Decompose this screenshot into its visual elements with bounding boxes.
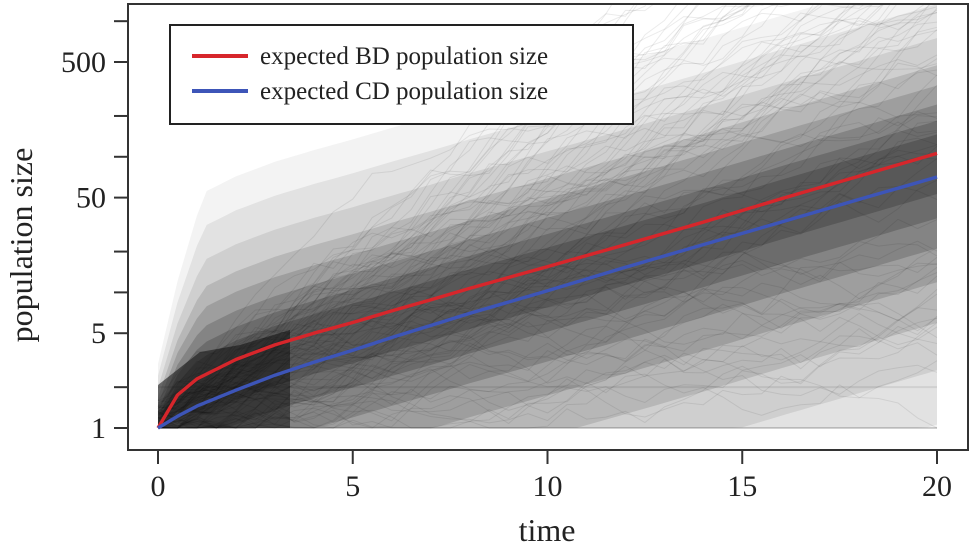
trajectory-86 xyxy=(157,5,855,415)
trajectory-85 xyxy=(158,186,938,429)
trajectory-78 xyxy=(157,179,938,429)
trajectory-38 xyxy=(157,326,938,429)
trajectory-47 xyxy=(158,60,938,429)
trajectory-33 xyxy=(157,74,938,428)
trajectory-53 xyxy=(157,69,938,415)
y-axis-title: population size xyxy=(3,148,39,343)
trajectory-9 xyxy=(157,5,677,413)
trajectory-69 xyxy=(158,290,938,429)
trajectory-15 xyxy=(157,287,938,429)
trajectory-70 xyxy=(157,5,931,409)
trajectory-21 xyxy=(157,5,775,419)
trajectory-84 xyxy=(157,5,737,409)
trajectory-3 xyxy=(158,315,938,429)
trajectory-2 xyxy=(157,317,938,429)
trajectory-16 xyxy=(157,5,891,417)
x-axis-title: time xyxy=(519,512,576,543)
trajectory-49 xyxy=(157,129,938,429)
trajectory-44 xyxy=(157,84,938,429)
trajectory-8 xyxy=(157,29,938,412)
trajectory-60 xyxy=(157,137,938,425)
x-tick-label: 10 xyxy=(533,470,563,503)
trajectory-88 xyxy=(157,5,857,423)
trajectory-11 xyxy=(157,115,938,429)
trajectory-71 xyxy=(157,26,938,423)
trajectory-51 xyxy=(157,281,938,429)
trajectory-87 xyxy=(157,12,938,416)
trajectory-62 xyxy=(158,54,938,429)
trajectory-40 xyxy=(157,9,938,429)
trajectory-73 xyxy=(157,111,938,428)
y-tick-label: 50 xyxy=(76,182,106,215)
x-tick-label: 5 xyxy=(345,470,360,503)
trajectory-origin-cluster xyxy=(158,330,290,428)
series-lines xyxy=(156,151,938,430)
trajectory-46 xyxy=(157,158,938,410)
trajectory-68 xyxy=(157,240,938,415)
trajectory-band-5 xyxy=(158,85,937,428)
trajectory-27 xyxy=(157,6,938,413)
trajectory-20 xyxy=(157,360,938,429)
trajectory-32 xyxy=(157,5,779,410)
legend-label-bd: expected BD population size xyxy=(260,43,548,70)
trajectory-7 xyxy=(158,5,864,429)
trajectory-23 xyxy=(157,218,938,427)
trajectory-34 xyxy=(157,5,791,401)
trajectory-25 xyxy=(157,262,938,429)
trajectory-17 xyxy=(158,112,938,429)
series-line-cd xyxy=(157,175,938,430)
trajectory-45 xyxy=(157,62,938,427)
x-tick-label: 0 xyxy=(151,470,166,503)
trajectory-48 xyxy=(157,7,938,417)
x-tick-label: 20 xyxy=(922,470,952,503)
y-tick-label: 500 xyxy=(61,46,106,79)
trajectory-63 xyxy=(157,5,756,426)
trajectory-52 xyxy=(158,275,938,429)
trajectory-10 xyxy=(157,302,938,429)
trajectory-80 xyxy=(157,5,884,413)
legend: expected BD population size expected CD p… xyxy=(169,24,634,125)
trajectory-55 xyxy=(158,247,938,429)
trajectory-band-8 xyxy=(158,134,937,428)
trajectory-28 xyxy=(157,5,884,415)
x-tick-label: 15 xyxy=(727,470,757,503)
trajectory-band-3 xyxy=(158,38,937,428)
trajectory-83 xyxy=(157,5,814,420)
legend-label-cd: expected CD population size xyxy=(260,78,548,105)
trajectory-54 xyxy=(157,145,938,419)
y-tick-label: 5 xyxy=(91,317,106,350)
trajectory-4 xyxy=(157,5,930,414)
trajectory-81 xyxy=(157,5,727,417)
trajectory-42 xyxy=(157,5,751,401)
trajectory-61 xyxy=(158,256,938,429)
trajectory-6 xyxy=(158,373,938,429)
y-tick-label: 1 xyxy=(91,412,106,445)
legend-box xyxy=(169,24,634,125)
trajectory-75 xyxy=(157,259,938,421)
trajectory-5 xyxy=(157,5,883,406)
trajectory-76 xyxy=(157,344,938,429)
series-line-bd xyxy=(156,151,938,429)
trajectory-74 xyxy=(158,322,938,429)
trajectory-22 xyxy=(157,321,938,429)
trajectory-30 xyxy=(157,317,938,429)
trajectory-66 xyxy=(157,5,749,404)
trajectory-50 xyxy=(157,5,850,408)
trajectory-35 xyxy=(157,312,938,429)
trajectory-12 xyxy=(157,5,823,424)
trajectory-39 xyxy=(157,58,938,429)
trajectory-82 xyxy=(158,121,938,429)
trajectory-band-4 xyxy=(158,65,937,428)
trajectory-65 xyxy=(157,11,938,425)
trajectory-1 xyxy=(157,266,938,428)
